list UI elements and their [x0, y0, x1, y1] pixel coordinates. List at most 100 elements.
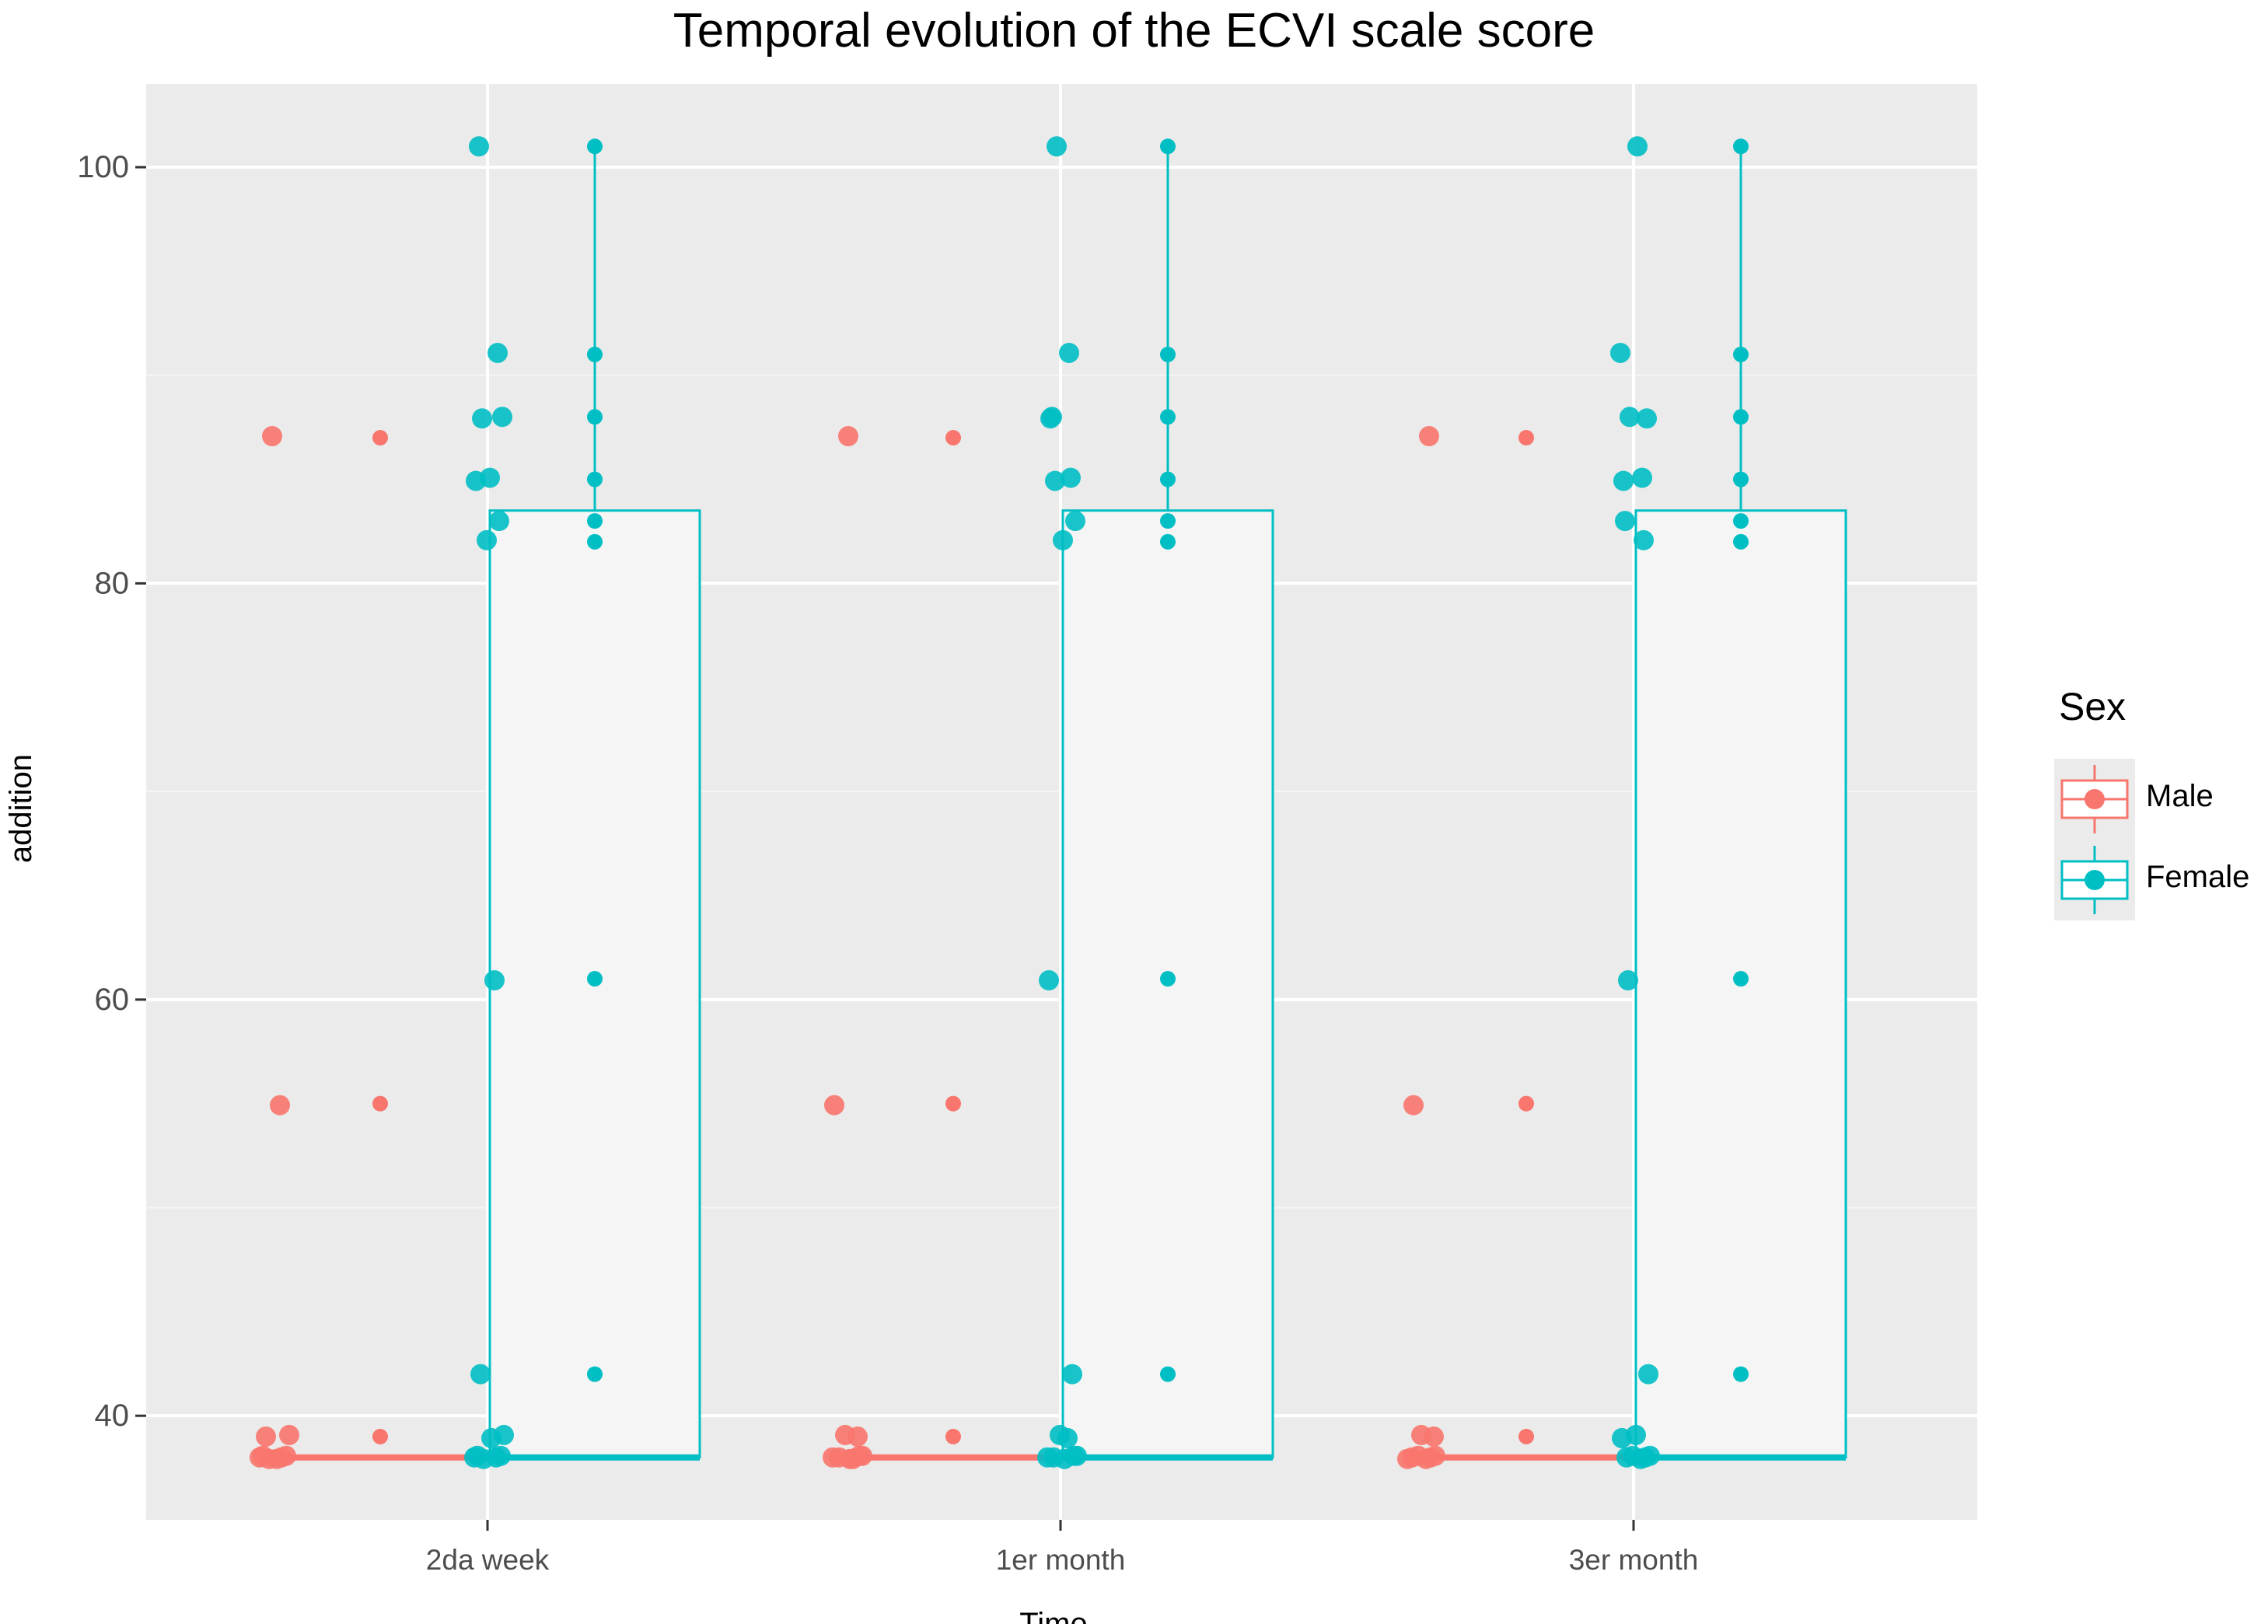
y-tick-label: 40 [95, 1399, 130, 1433]
box-outlier [1733, 513, 1749, 529]
box-outlier [372, 430, 388, 446]
legend-key-female [2054, 840, 2135, 920]
jitter-point [492, 407, 512, 428]
jitter-point [1637, 408, 1657, 429]
jitter-point [1067, 1445, 1087, 1466]
jitter-point [464, 1447, 484, 1468]
jitter-point [1618, 970, 1638, 991]
chart-title: Temporal evolution of the ECVI scale sco… [673, 4, 1595, 58]
box-outlier [587, 471, 603, 487]
jitter-point [1039, 970, 1059, 991]
jitter-point [1065, 511, 1085, 532]
box-outlier [587, 513, 603, 529]
box-outlier [372, 1095, 388, 1112]
jitter-point [1040, 408, 1061, 429]
x-tick-labels: 2da week 1er month 3er month [426, 1544, 1698, 1576]
box-outlier [1733, 533, 1749, 550]
jitter-point [1424, 1426, 1444, 1447]
jitter-point [1397, 1448, 1417, 1469]
jitter-point [824, 1095, 844, 1116]
box-outlier [945, 1095, 961, 1112]
legend-label-female: Female [2146, 860, 2250, 894]
jitter-point [1053, 529, 1073, 550]
jitter-point [1403, 1095, 1424, 1116]
legend-label-male: Male [2146, 779, 2214, 813]
box-outlier [1733, 346, 1749, 362]
jitter-point [270, 1095, 290, 1116]
x-tick-label: 3er month [1569, 1544, 1699, 1576]
box-outlier [1160, 409, 1176, 425]
box-outlier [1160, 513, 1176, 529]
legend-title: Sex [2059, 685, 2126, 728]
box-outlier [587, 346, 603, 362]
jitter-point [256, 1426, 276, 1447]
box-outlier [587, 533, 603, 550]
jitter-point [1061, 467, 1081, 488]
jitter-point [1419, 426, 1439, 447]
box-outlier [1518, 430, 1534, 446]
jitter-point [477, 529, 497, 550]
jitter-point [279, 1424, 299, 1445]
box-outlier [1518, 1095, 1534, 1112]
legend: Sex Male Female [2051, 684, 2261, 920]
box-outlier [587, 1366, 603, 1382]
axis-ticks [135, 166, 1635, 1531]
box-outlier [1733, 409, 1749, 425]
y-tick-labels: 40 60 80 100 [77, 150, 129, 1433]
box-outlier [372, 1428, 388, 1444]
box-outlier [587, 138, 603, 155]
jitter-point [1615, 511, 1635, 532]
legend-symbol-male [2060, 765, 2129, 833]
box-outlier [1733, 138, 1749, 155]
box-outlier [1160, 533, 1176, 550]
box-outlier [1160, 971, 1176, 987]
jitter-point [1610, 342, 1630, 363]
jitter-point [250, 1447, 270, 1468]
chart-marks [250, 136, 1847, 1469]
jitter-point [1047, 136, 1067, 157]
jitter-point [1627, 136, 1648, 157]
box-outlier [1160, 471, 1176, 487]
jitter-point [1626, 1424, 1646, 1445]
jitter-point [484, 970, 505, 991]
jitter-point [847, 1426, 868, 1447]
box-outlier [587, 409, 603, 425]
box-outlier [1160, 346, 1176, 362]
jitter-point [1635, 1447, 1655, 1468]
jitter-point [489, 511, 509, 532]
box-outlier [1160, 1366, 1176, 1382]
y-tick-label: 100 [77, 150, 129, 184]
jitter-point [469, 136, 489, 157]
jitter-point [1634, 529, 1654, 550]
box-outlier [1733, 471, 1749, 487]
jitter-point [472, 408, 492, 429]
jitter-point [491, 1445, 511, 1466]
y-axis-title: addition [4, 754, 38, 863]
jitter-point [1421, 1447, 1441, 1468]
box-outlier [1160, 138, 1176, 155]
jitter-point [1620, 407, 1640, 428]
box-outlier [945, 430, 961, 446]
x-axis-title: Time [1019, 1607, 1087, 1624]
jitter-point [487, 342, 508, 363]
jitter-point [1043, 1447, 1064, 1468]
legend-symbol-female [2060, 846, 2129, 914]
jitter-point [1045, 470, 1065, 491]
y-tick-label: 80 [95, 566, 130, 600]
jitter-point [1613, 470, 1634, 491]
jitter-point [470, 1364, 491, 1385]
jitter-point [843, 1448, 863, 1469]
x-tick-label: 1er month [996, 1544, 1126, 1576]
jitter-point [1050, 1424, 1070, 1445]
jitter-point [1638, 1364, 1658, 1385]
jitter-point [480, 467, 500, 488]
box-outlier [587, 971, 603, 987]
box-outlier [945, 1428, 961, 1444]
legend-key-male [2054, 759, 2135, 840]
jitter-point [1062, 1364, 1082, 1385]
jitter-point [262, 426, 282, 447]
box-outlier [1733, 971, 1749, 987]
jitter-point [1059, 342, 1079, 363]
jitter-point [267, 1448, 287, 1469]
